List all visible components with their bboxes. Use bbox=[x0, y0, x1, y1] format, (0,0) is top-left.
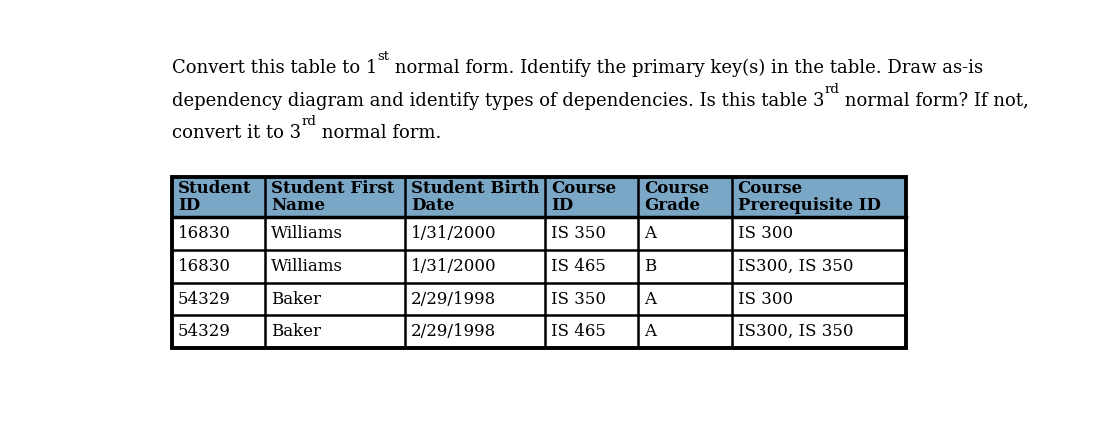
Text: Prerequisite ID: Prerequisite ID bbox=[737, 197, 880, 214]
Text: st: st bbox=[378, 50, 390, 63]
Text: convert it to 3: convert it to 3 bbox=[172, 124, 301, 142]
Text: 2/29/1998: 2/29/1998 bbox=[411, 290, 497, 307]
Text: 54329: 54329 bbox=[178, 290, 231, 307]
Text: IS300, IS 350: IS300, IS 350 bbox=[737, 258, 853, 275]
Text: A: A bbox=[644, 225, 656, 242]
Text: Student Birth: Student Birth bbox=[411, 180, 539, 197]
Text: IS 465: IS 465 bbox=[551, 323, 606, 340]
Text: Baker: Baker bbox=[272, 323, 321, 340]
Bar bbox=[172, 250, 906, 283]
Text: dependency diagram and identify types of dependencies. Is this table 3: dependency diagram and identify types of… bbox=[172, 92, 824, 110]
Text: Student: Student bbox=[178, 180, 252, 197]
Text: B: B bbox=[644, 258, 656, 275]
Text: IS 300: IS 300 bbox=[737, 290, 793, 307]
Text: Williams: Williams bbox=[272, 225, 343, 242]
Text: Course: Course bbox=[551, 180, 616, 197]
Text: A: A bbox=[644, 323, 656, 340]
Text: Baker: Baker bbox=[272, 290, 321, 307]
Text: IS 350: IS 350 bbox=[551, 290, 606, 307]
Text: 2/29/1998: 2/29/1998 bbox=[411, 323, 497, 340]
Text: normal form? If not,: normal form? If not, bbox=[840, 92, 1029, 110]
Text: 54329: 54329 bbox=[178, 323, 231, 340]
Text: normal form. Identify the primary key(s) in the table. Draw as-is: normal form. Identify the primary key(s)… bbox=[390, 59, 984, 77]
Text: IS 465: IS 465 bbox=[551, 258, 606, 275]
Text: Name: Name bbox=[272, 197, 325, 214]
Text: Williams: Williams bbox=[272, 258, 343, 275]
Text: Date: Date bbox=[411, 197, 455, 214]
Text: 16830: 16830 bbox=[178, 225, 231, 242]
Text: Course: Course bbox=[737, 180, 803, 197]
Text: ID: ID bbox=[551, 197, 574, 214]
Text: Student First: Student First bbox=[272, 180, 394, 197]
Text: rd: rd bbox=[301, 115, 316, 128]
Text: ID: ID bbox=[178, 197, 201, 214]
Text: Grade: Grade bbox=[644, 197, 701, 214]
Text: 1/31/2000: 1/31/2000 bbox=[411, 225, 497, 242]
Text: normal form.: normal form. bbox=[316, 124, 441, 142]
Text: 1/31/2000: 1/31/2000 bbox=[411, 258, 497, 275]
Text: 16830: 16830 bbox=[178, 258, 231, 275]
Text: Convert this table to 1: Convert this table to 1 bbox=[172, 59, 378, 77]
Text: IS 350: IS 350 bbox=[551, 225, 606, 242]
Bar bbox=[172, 283, 906, 315]
Bar bbox=[172, 176, 906, 218]
Text: rd: rd bbox=[824, 83, 840, 95]
Text: IS300, IS 350: IS300, IS 350 bbox=[737, 323, 853, 340]
Text: IS 300: IS 300 bbox=[737, 225, 793, 242]
Bar bbox=[172, 218, 906, 250]
Bar bbox=[172, 176, 906, 348]
Bar bbox=[172, 315, 906, 348]
Text: Course: Course bbox=[644, 180, 710, 197]
Text: A: A bbox=[644, 290, 656, 307]
